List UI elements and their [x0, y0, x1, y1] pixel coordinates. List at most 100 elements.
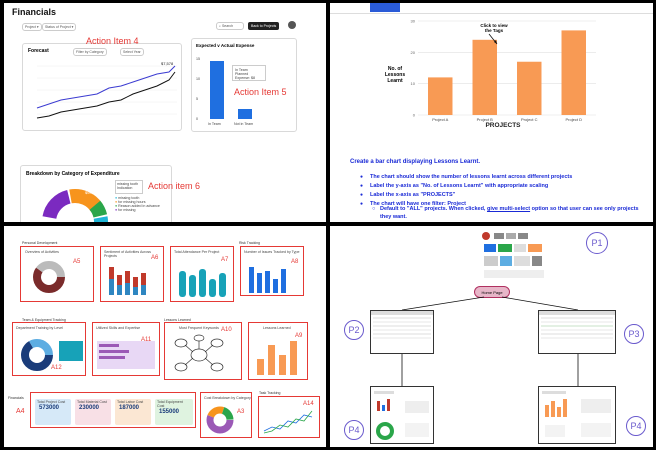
- forecast-value: $7,578: [161, 61, 174, 66]
- tags-callout[interactable]: Click to view the Tags: [480, 23, 508, 33]
- legend-item: for missing: [118, 208, 136, 212]
- forecast-series-black: [36, 71, 176, 119]
- widget-keywords[interactable]: Most Frequent Keywords A10: [164, 322, 242, 380]
- sitemap-connectors: [401, 296, 579, 386]
- y-tick: 0: [196, 117, 198, 121]
- spec-sub-bullet: ○ Default to "ALL" projects. When clicked…: [372, 206, 639, 220]
- home-page-node[interactable]: Home Page: [474, 286, 510, 298]
- search-icon: ⌕: [219, 24, 221, 28]
- widget-cost-kpis[interactable]: Total Project Cost 573000 Total Material…: [30, 392, 196, 428]
- page-mock-p2[interactable]: [370, 310, 434, 354]
- avatar[interactable]: [288, 21, 296, 29]
- section-label: Lessons Learned: [164, 318, 191, 322]
- bar-project-b[interactable]: [472, 39, 497, 115]
- back-to-projects-button[interactable]: Back to Projects: [248, 22, 280, 30]
- annotation-label: A14: [303, 401, 314, 407]
- widget-skills[interactable]: Utilized Skills and Expertise A11: [92, 322, 160, 376]
- kpi-value: 573000: [39, 405, 60, 411]
- home-page-thumbnail[interactable]: [480, 230, 560, 282]
- bar-project-d[interactable]: [561, 30, 586, 115]
- hollow-bullet-icon: ○: [372, 206, 376, 212]
- widget-title: Total Attendance Per Project: [174, 250, 220, 254]
- donut-chart: [206, 406, 234, 434]
- widget-title: Number of Issues Tracked by Type: [244, 250, 300, 254]
- y-tick-label: 20: [411, 50, 416, 55]
- tooltip-line: Indication: [117, 186, 133, 190]
- search-input[interactable]: ⌕ Search: [216, 22, 244, 30]
- spec-bullet: Label the y-axis as "No. of Lessons Lear…: [360, 182, 645, 190]
- dashboard-layout-panel: Personal Development Risk Tracking Team …: [4, 226, 326, 447]
- forecast-line-chart: $7,578: [36, 61, 177, 119]
- donut-tooltip: missing tooth Indication: [115, 180, 143, 194]
- kpi-title: Total Equipment Cost: [157, 400, 183, 408]
- widget-sentiment[interactable]: Sentiment of Activities Across Projects …: [100, 246, 164, 302]
- chart-y-ticks: 0 10 20 30: [411, 19, 416, 118]
- widget-title: Department Training by Level: [16, 326, 63, 330]
- bar-chart: [249, 267, 286, 293]
- y-tick: 10: [196, 77, 200, 81]
- annotation-label: A6: [151, 255, 159, 261]
- donut-chart: [21, 339, 53, 371]
- multi-select-link: give multi-select: [486, 206, 531, 212]
- kpi-value: 155000: [159, 409, 180, 415]
- annotation-label: A8: [291, 259, 299, 265]
- spec-heading: Create a bar chart displaying Lessons Le…: [350, 159, 481, 165]
- widget-title: Lessons Learned: [263, 326, 291, 330]
- breakdown-title: Breakdown by Category of Expenditure: [26, 171, 120, 177]
- breakdown-card: Breakdown by Category of Expenditure $94…: [20, 165, 172, 222]
- kpi-title: Total Material Cost: [77, 400, 107, 404]
- page-mock-p3[interactable]: [538, 310, 616, 354]
- bar-project-a[interactable]: [428, 77, 453, 115]
- bar-in-team[interactable]: [210, 61, 224, 119]
- section-label: Task Tracking: [259, 391, 281, 395]
- x-tick-label: Project B: [477, 117, 494, 122]
- widget-dept-training[interactable]: Department Training by Level A12: [12, 322, 86, 376]
- forecast-card: Forecast Filter by Category Select Year …: [22, 43, 182, 131]
- widget-cost-breakdown[interactable]: Cost Breakdown by Category A3: [200, 392, 252, 438]
- pie-chart: [33, 261, 65, 293]
- annotation-label: A10: [221, 327, 232, 333]
- spec-bullet-list: The chart should show the number of less…: [360, 173, 645, 209]
- kpi-value: 187000: [119, 405, 140, 411]
- widget-issues[interactable]: Number of Issues Tracked by Type A8: [240, 246, 304, 296]
- page-mock-p4-right[interactable]: [538, 386, 616, 444]
- section-label: Team & Equipment Tracking: [22, 318, 66, 322]
- widget-overview-activities[interactable]: Overview of Activities A5: [20, 246, 94, 302]
- bar-not-in-team[interactable]: [238, 109, 252, 119]
- financials-wireframe-panel: Financials Project ▾ Status of Project ▾…: [4, 3, 326, 222]
- widget-task-tracking[interactable]: A14: [258, 396, 320, 438]
- tooltip-value: Planned Expense: $8: [235, 72, 255, 80]
- project-filter[interactable]: Project ▾: [22, 23, 42, 31]
- legend-item: for missing hours: [118, 200, 146, 204]
- section-label: Personal Development: [22, 241, 58, 245]
- page-title: Financials: [12, 7, 57, 17]
- widget-title: Cost Breakdown by Category: [204, 396, 251, 400]
- page-preview: [542, 391, 611, 437]
- bar-project-c[interactable]: [517, 61, 542, 115]
- widget-lessons-learned[interactable]: Lessons Learned A9: [248, 322, 308, 380]
- spec-bullet: Label the x-axis as "PROJECTS": [360, 191, 645, 199]
- forecast-title: Forecast: [28, 48, 49, 54]
- sitemap-panel: P1 Home Page P2 P3 P4: [330, 226, 653, 447]
- lessons-learnt-spec-panel: 0 10 20 30 Project A Project B Project C Proje…: [330, 3, 653, 222]
- chart-x-ticks: Project A Project B Project C Project D: [432, 117, 582, 122]
- page-label-p3: P3: [624, 324, 644, 344]
- kpi-card: Total Labor Cost 187000: [115, 399, 151, 425]
- kpi-title: Total Labor Cost: [117, 400, 144, 404]
- x-tick-label: Project D: [566, 117, 583, 122]
- page-mock-p4-left[interactable]: [370, 386, 434, 444]
- line-chart: [263, 410, 313, 434]
- section-label: Financials: [8, 396, 24, 400]
- status-filter[interactable]: Status of Project ▾: [42, 23, 77, 31]
- page-label-p1: P1: [586, 232, 608, 254]
- annotation-label: A4: [16, 408, 25, 415]
- category-filter[interactable]: Filter by Category: [73, 48, 107, 56]
- legend-block: [59, 341, 83, 361]
- tooltip-title: In Team: [235, 68, 248, 72]
- widget-title: Sentiment of Activities Across Projects: [104, 250, 151, 258]
- widget-attendance[interactable]: Total Attendance Per Project A7: [170, 246, 234, 302]
- kpi-card: Total Material Cost 230000: [75, 399, 111, 425]
- y-tick: 5: [196, 97, 198, 101]
- year-select[interactable]: Select Year: [120, 48, 144, 56]
